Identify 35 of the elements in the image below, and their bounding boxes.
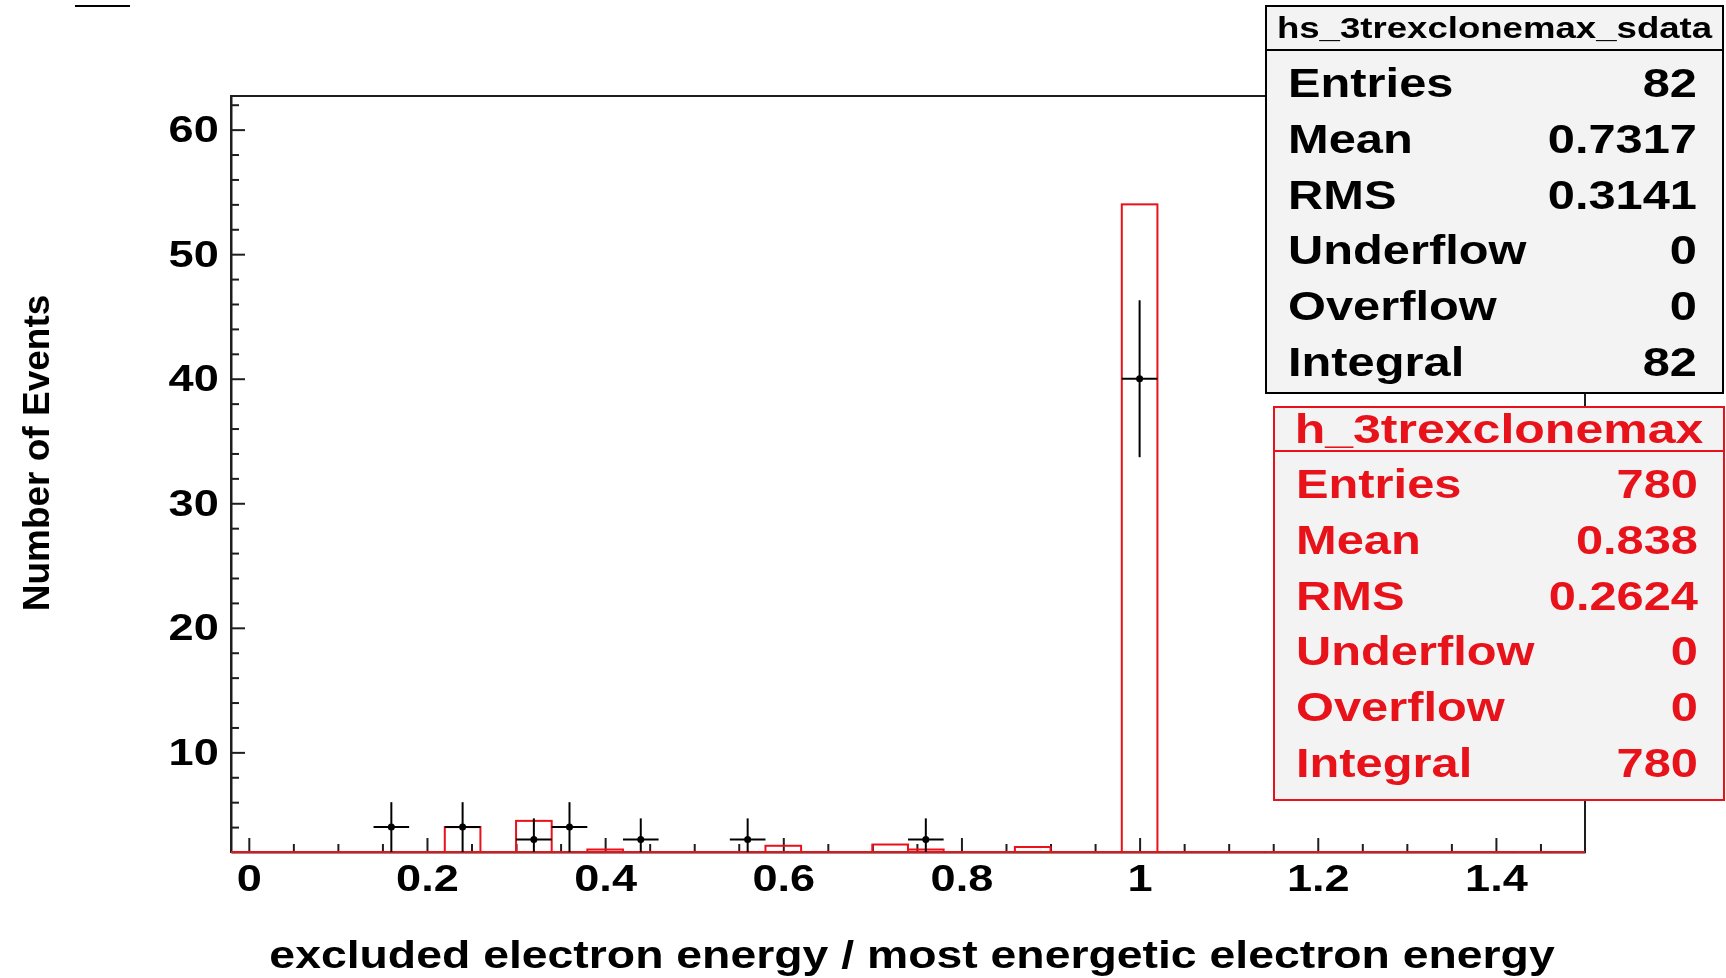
y-tick-label: 20: [168, 606, 219, 649]
point: [530, 836, 538, 844]
x-tick-label: 1.2: [1286, 858, 1350, 900]
point: [1136, 375, 1144, 383]
text: Mean 0.7317: [1288, 117, 1697, 162]
x-axis-title: excluded electron energy / most energetic electron energy: [269, 933, 1556, 977]
x-tick-label: 0.6: [752, 858, 816, 900]
y-tick-label: 60: [168, 108, 219, 151]
y-tick-label: 10: [168, 731, 219, 773]
text: Overflow 0: [1296, 685, 1698, 730]
text: RMS 0.3141: [1288, 172, 1697, 217]
text: Integral 82: [1288, 340, 1697, 384]
text: Underflow 0: [1296, 629, 1698, 674]
point: [459, 823, 467, 831]
x-tick-label: 0: [236, 858, 262, 900]
point: [922, 836, 930, 844]
text: RMS 0.2624: [1296, 573, 1698, 618]
x-tick-label: 0.2: [396, 858, 459, 900]
y-axis-title: Number of Events: [15, 294, 57, 612]
x-tick-label: 1.4: [1465, 858, 1528, 900]
y-tick-label: 40: [168, 357, 219, 400]
text: Overflow 0: [1288, 284, 1697, 329]
y-tick-label: 30: [168, 482, 219, 524]
text: Integral 780: [1296, 741, 1698, 785]
text: Entries 82: [1288, 61, 1697, 106]
y-tick-label: 50: [168, 233, 219, 275]
x-tick-label: 0.4: [574, 858, 638, 900]
x-tick-label: 0.8: [930, 858, 994, 900]
text: hs_3trexclonemax_sdata: [1276, 11, 1713, 45]
text: Mean 0.838: [1296, 518, 1698, 563]
text: Entries 780: [1296, 462, 1698, 507]
x-tick-label: 1: [1127, 858, 1153, 900]
point: [566, 823, 573, 831]
text: Underflow 0: [1288, 228, 1697, 273]
text: h_3trexclonemax: [1294, 406, 1704, 452]
